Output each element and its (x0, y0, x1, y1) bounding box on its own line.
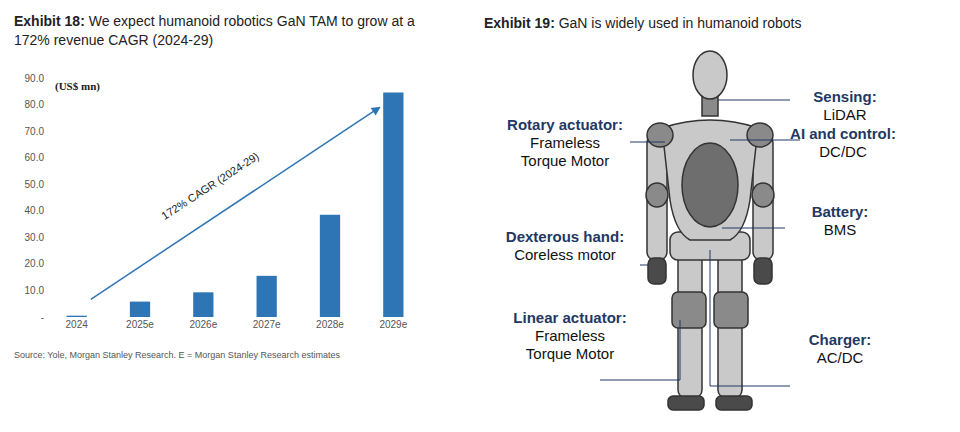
svg-text:(US$ mn): (US$ mn) (55, 80, 100, 93)
svg-text:-: - (41, 312, 44, 323)
svg-text:30.0: 30.0 (25, 232, 45, 243)
svg-text:10.0: 10.0 (25, 285, 45, 296)
html-text:DC/DC: DC/DC (819, 143, 867, 160)
svg-text:2026e: 2026e (189, 319, 217, 330)
svg-text:2025e: 2025e (126, 319, 154, 330)
html-text:Exhibit 18: We expect humanoid: Exhibit 18: We expect humanoid robotics … (14, 13, 415, 48)
html-text:Dexterous hand:: Dexterous hand: (505, 228, 625, 245)
html-text:Rotary actuator:: Rotary actuator: (507, 116, 623, 133)
html-text:LiDAR: LiDAR (823, 106, 867, 123)
svg-text:2027e: 2027e (253, 319, 281, 330)
html-text:BMS: BMS (823, 221, 857, 238)
html-text:Charger:: Charger: (808, 331, 872, 348)
html-text:AI and control:: AI and control: (790, 125, 896, 142)
html-text:Coreless motor: Coreless motor (514, 246, 616, 263)
html-text:Frameless Torque Motor: Frameless Torque Motor (520, 134, 610, 169)
html-text:Exhibit 19: GaN is widely used: Exhibit 19: GaN is widely used in humano… (484, 15, 802, 31)
html-text:AC/DC: AC/DC (816, 349, 864, 366)
svg-text:60.0: 60.0 (25, 152, 45, 163)
svg-text:40.0: 40.0 (25, 205, 45, 216)
html-text:Source: Yole, Morgan Stanley R: Source: Yole, Morgan Stanley Research. E… (14, 350, 340, 360)
svg-text:2029e: 2029e (379, 319, 407, 330)
svg-text:2024: 2024 (66, 319, 89, 330)
html-text:Sensing:: Sensing: (813, 88, 877, 105)
svg-text:80.0: 80.0 (25, 99, 45, 110)
svg-text:50.0: 50.0 (25, 179, 45, 190)
svg-text:70.0: 70.0 (25, 126, 45, 137)
svg-text:20.0: 20.0 (25, 258, 45, 269)
svg-text:2028e: 2028e (316, 319, 344, 330)
svg-text:172% CAGR (2024-29): 172% CAGR (2024-29) (159, 150, 261, 222)
html-text:Battery:: Battery: (811, 203, 869, 220)
html-text:Frameless Torque Motor: Frameless Torque Motor (525, 327, 615, 362)
svg-text:90.0: 90.0 (25, 73, 45, 84)
html-text:Linear actuator:: Linear actuator: (513, 309, 627, 326)
